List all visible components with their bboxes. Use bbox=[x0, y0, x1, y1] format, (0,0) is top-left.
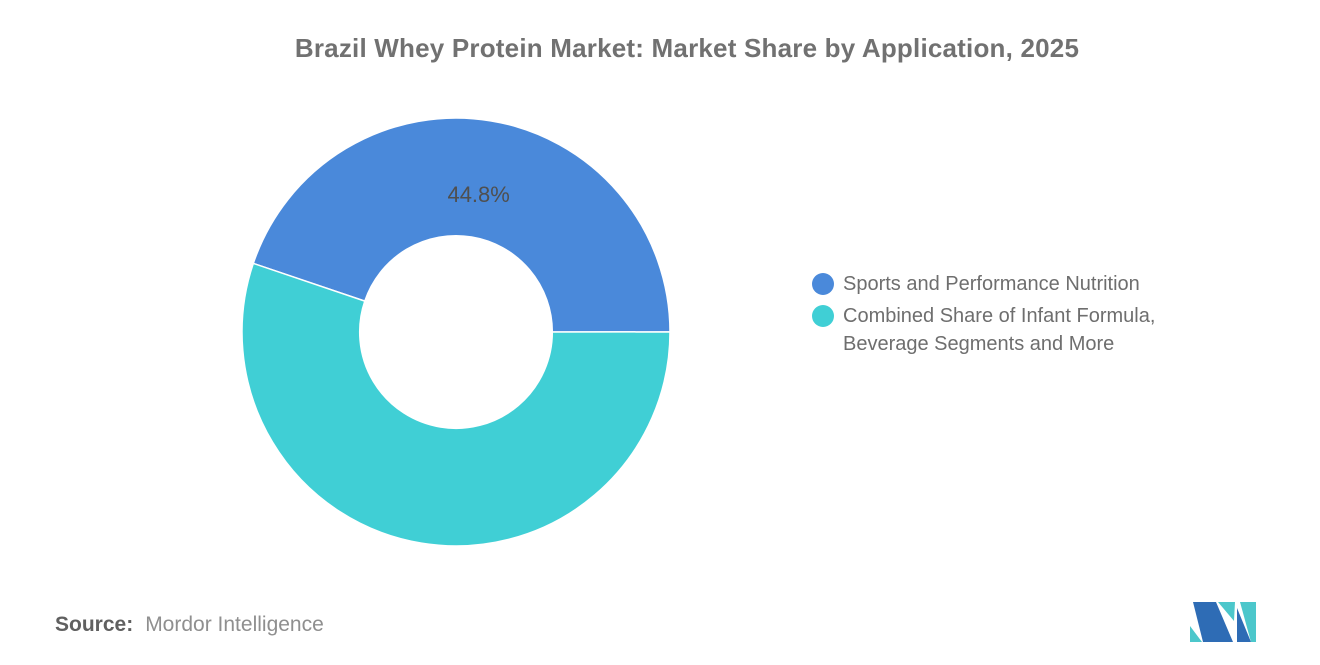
legend-label-sports-nutrition: Sports and Performance Nutrition bbox=[843, 273, 1140, 295]
donut-slice-1[interactable] bbox=[241, 262, 671, 547]
chart-legend: Sports and Performance Nutrition Combine… bbox=[812, 270, 1203, 358]
source-line: Source: Mordor Intelligence bbox=[55, 612, 324, 638]
logo-shape-left-teal-triangle bbox=[1190, 626, 1202, 642]
donut-data-label-0: 44.8% bbox=[447, 182, 509, 207]
logo-shape-left-blue-band bbox=[1193, 602, 1233, 642]
source-label: Source: bbox=[55, 613, 134, 636]
logo-shape-middle-teal-triangle bbox=[1218, 602, 1235, 621]
legend-marker-sports-nutrition bbox=[812, 273, 834, 295]
legend-item-combined-share[interactable]: Combined Share of Infant Formula, Bevera… bbox=[812, 302, 1203, 358]
mordor-intelligence-logo bbox=[1190, 602, 1256, 642]
logo-shape-right-teal-bar bbox=[1240, 602, 1256, 642]
legend-item-sports-nutrition[interactable]: Sports and Performance Nutrition bbox=[812, 270, 1203, 298]
donut-slice-0[interactable] bbox=[252, 117, 671, 333]
chart-title: Brazil Whey Protein Market: Market Share… bbox=[294, 33, 1080, 63]
legend-marker-combined-share bbox=[812, 305, 834, 327]
logo-shape-right-blue-triangle bbox=[1237, 608, 1251, 642]
legend-label-combined-share: Combined Share of Infant Formula, Bevera… bbox=[843, 305, 1156, 355]
source-value: Mordor Intelligence bbox=[145, 613, 324, 636]
